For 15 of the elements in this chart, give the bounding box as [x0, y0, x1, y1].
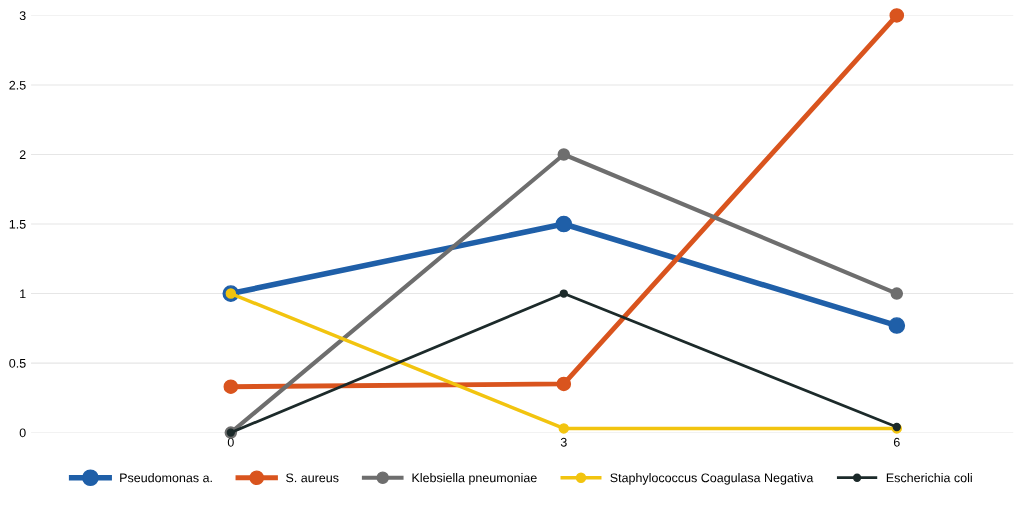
y-tick-label: 1	[20, 289, 26, 299]
legend-label: Klebsiella pneumoniae	[412, 473, 537, 485]
legend-label: S. aureus	[286, 473, 339, 483]
y-tick-label: 0	[19, 428, 26, 438]
legend-label: Escherichia coli	[886, 473, 972, 483]
legend-label: Pseudomonas a.	[120, 473, 212, 483]
y-tick-label: 2.5	[9, 80, 26, 90]
x-tick-label: 3	[560, 437, 567, 447]
x-tick-label: 6	[893, 437, 900, 447]
y-tick-label: 1.5	[9, 219, 26, 229]
y-tick-label: 3	[19, 11, 26, 21]
y-tick-label: 2	[19, 150, 26, 160]
y-tick-label: 0.5	[9, 358, 26, 368]
x-tick-label: 0	[227, 437, 234, 447]
legend-label: Staphylococcus Coagulasa Negativa	[610, 473, 814, 485]
